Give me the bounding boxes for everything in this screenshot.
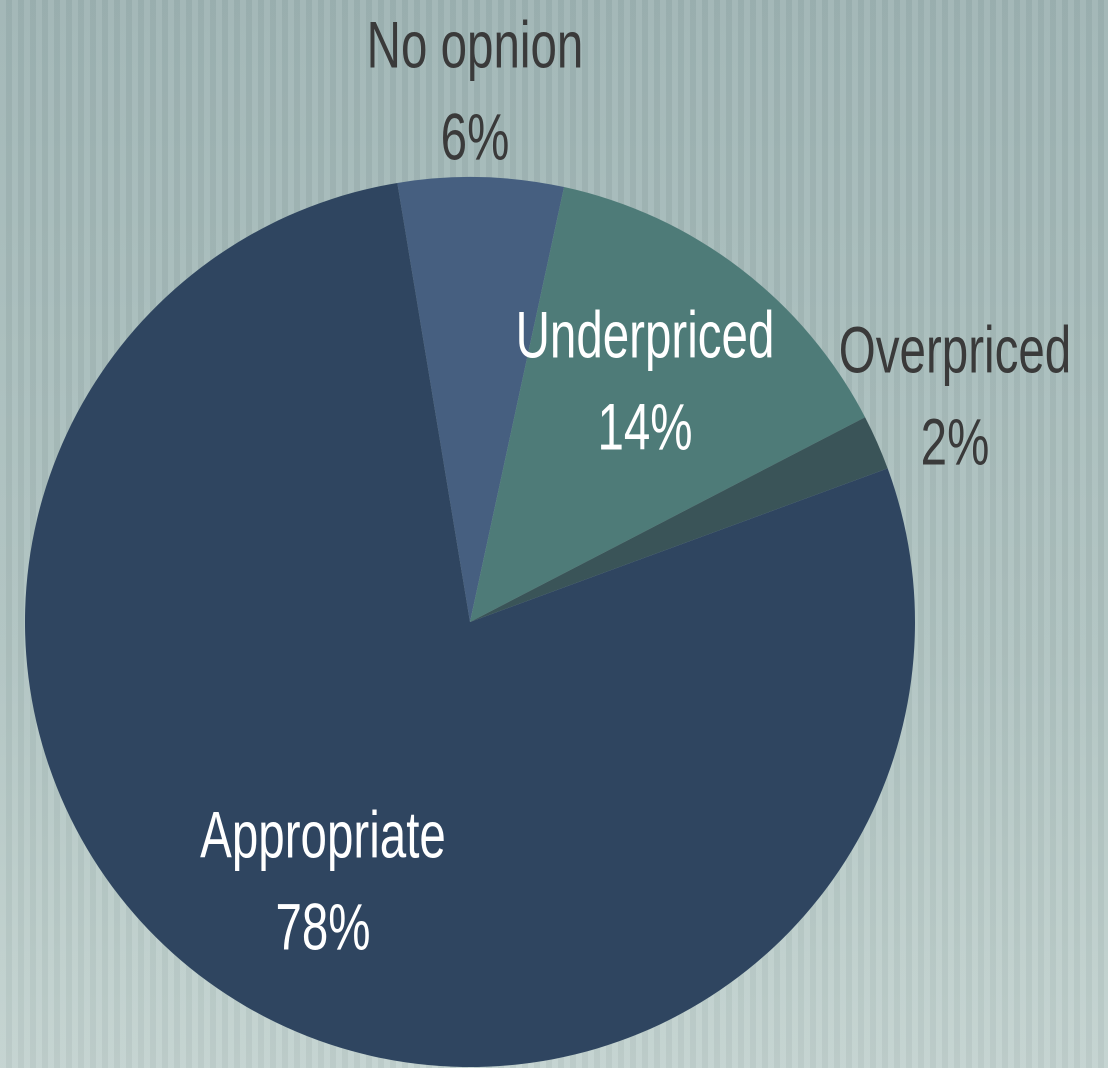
slice-label: Underpriced <box>516 299 775 372</box>
pie-slice <box>470 187 866 622</box>
slice-value-label: 2% <box>921 406 990 479</box>
pie-slice <box>397 177 565 623</box>
slice-label: Appropriate <box>200 799 446 872</box>
slice-value-label: 14% <box>597 391 692 464</box>
slice-label: Overpriced <box>839 314 1071 387</box>
slice-label: No opnion <box>367 9 584 82</box>
slice-value-label: 6% <box>441 101 510 174</box>
pie-slice <box>470 417 888 622</box>
slice-value-label: 78% <box>275 891 370 964</box>
pie-slice <box>24 182 915 1067</box>
